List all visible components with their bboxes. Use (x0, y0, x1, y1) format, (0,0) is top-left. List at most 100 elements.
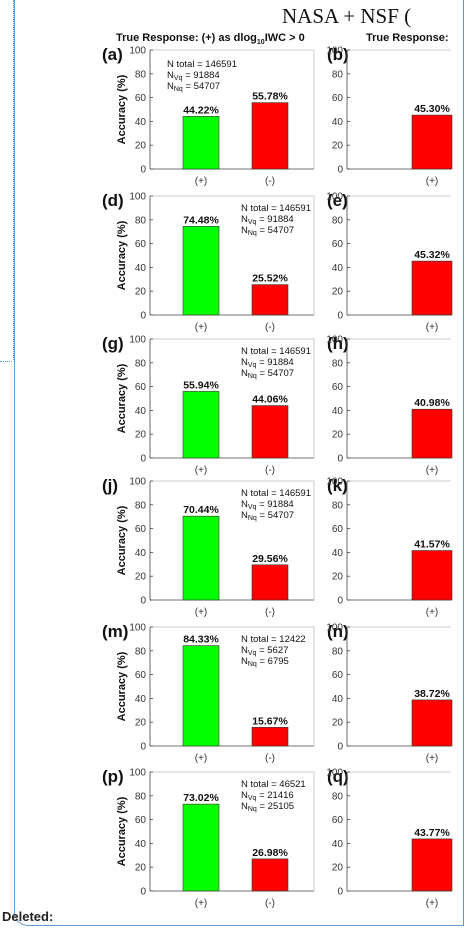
panel-d-annotation-nvq: NVq = 91884 (241, 214, 294, 226)
panel-d-ytick-label: 0 (140, 311, 146, 322)
panel-e-ytick-label: 0 (337, 311, 343, 322)
panel-g-ytick-label: 40 (135, 406, 147, 417)
panel-h-letter: (h) (327, 334, 349, 353)
revision-connector-line (0, 0, 14, 362)
panel-h-ytick-label: 60 (332, 382, 344, 393)
panel-d-value-label: 74.48% (183, 214, 219, 226)
panel-g-value-label: 44.06% (252, 394, 288, 406)
panel-h-ytick-label: 0 (337, 454, 343, 465)
panel-g-annotation-nnq: NNq = 54707 (241, 368, 294, 380)
panel-n-ytick-label: 100 (326, 623, 343, 634)
panel-a-ytick-label: 100 (129, 46, 146, 57)
panel-g-ytick-label: 80 (135, 358, 147, 369)
panel-b-ytick-label: 100 (326, 46, 343, 57)
panel-k-ytick-label: 40 (332, 548, 344, 559)
panel-j-ytick-label: 40 (135, 548, 147, 559)
panel-m-bar-negative (251, 727, 289, 747)
panel-q-ytick-label: 100 (326, 768, 343, 779)
panel-a-ytick-label: 20 (135, 141, 147, 152)
panel-j-ytick-label: 0 (140, 596, 146, 607)
panel-m-xtick-label: (+) (195, 753, 208, 764)
panel-g-value-label: 55.94% (183, 379, 219, 391)
panel-p-ytick-label: 40 (135, 839, 147, 850)
panel-d-annotation-total: N total = 146591 (241, 203, 311, 214)
panel-n-value-label: 38.72% (414, 688, 450, 700)
left-column-title: True Response: (+) as dlog10IWC > 0 (116, 32, 305, 47)
panel-j-ytick-label: 80 (135, 500, 147, 511)
panel-n-xtick-label: (+) (426, 753, 439, 764)
panel-d-ytick-label: 20 (135, 287, 147, 298)
panel-p-ytick-label: 60 (135, 815, 147, 826)
panel-b-ytick-label: 40 (332, 117, 344, 128)
panel-q-value-label: 43.77% (414, 827, 450, 839)
panel-h-bar-positive (411, 408, 453, 459)
panel-p-value-label: 73.02% (183, 792, 219, 804)
panel-a-value-label: 44.22% (183, 104, 219, 116)
panel-j-ytick-label: 60 (135, 524, 147, 535)
panel-g-xtick-label: (+) (195, 465, 208, 476)
panel-j-annotation-nnq: NNq = 54707 (241, 510, 294, 522)
panel-g-xtick-label: (-) (265, 465, 275, 476)
panel-g-ytick-label: 20 (135, 430, 147, 441)
panel-m-ytick-label: 40 (135, 694, 147, 705)
panel-k-ytick-label: 100 (326, 477, 343, 488)
panel-k-ytick-label: 0 (337, 596, 343, 607)
panel-g-bar-positive (182, 391, 220, 459)
panel-j-ytick-label: 100 (129, 477, 146, 488)
panel-n-bar-positive (411, 699, 453, 747)
panel-b-value-label: 45.30% (414, 103, 450, 115)
panel-d-ytick-label: 60 (135, 239, 147, 250)
panel-q-ytick-label: 80 (332, 791, 344, 802)
panel-n-letter: (n) (327, 622, 349, 641)
panel-h-ytick-label: 80 (332, 358, 344, 369)
panel-e-bar-positive (411, 260, 453, 316)
panel-n-ytick-label: 0 (337, 742, 343, 753)
panel-m-ytick-label: 80 (135, 646, 147, 657)
panel-a-ytick-label: 40 (135, 117, 147, 128)
panel-m-value-label: 15.67% (252, 715, 288, 727)
panel-n-ytick-label: 20 (332, 718, 344, 729)
panel-p-value-label: 26.98% (252, 847, 288, 859)
panel-p-xtick-label: (+) (195, 898, 208, 909)
panel-a-bar-negative (251, 102, 289, 170)
panel-e-ytick-label: 100 (326, 192, 343, 203)
panel-g-ytick-label: 0 (140, 454, 146, 465)
panel-d-value-label: 25.52% (252, 273, 288, 285)
panel-m-letter: (m) (102, 622, 128, 641)
panel-j-value-label: 70.44% (183, 504, 219, 516)
panel-e-ytick-label: 40 (332, 263, 344, 274)
panel-d-letter: (d) (102, 191, 124, 210)
panel-a-annotation-nnq: NNq = 54707 (167, 81, 220, 93)
panel-j-bar-negative (251, 564, 289, 601)
panel-m-annotation-nnq: NNq = 6795 (241, 656, 289, 668)
panel-p-ytick-label: 20 (135, 863, 147, 874)
panel-p-ylabel: Accuracy (%) (116, 796, 128, 866)
panel-d-ytick-label: 40 (135, 263, 147, 274)
panel-q-ytick-label: 20 (332, 863, 344, 874)
panel-j-xtick-label: (+) (195, 607, 208, 618)
panel-q-ytick-label: 60 (332, 815, 344, 826)
panel-d-ytick-label: 80 (135, 215, 147, 226)
panel-k-ytick-label: 60 (332, 524, 344, 535)
panel-j-xtick-label: (-) (265, 607, 275, 618)
panel-a-ytick-label: 80 (135, 69, 147, 80)
panel-m-ytick-label: 60 (135, 670, 147, 681)
panel-a-letter: (a) (102, 45, 123, 64)
panel-d-bar-negative (251, 284, 289, 316)
panel-b-bar-positive (411, 114, 453, 170)
panel-m-value-label: 84.33% (183, 634, 219, 646)
panel-d-ylabel: Accuracy (%) (116, 220, 128, 290)
panel-j-annotation-total: N total = 146591 (241, 488, 311, 499)
panel-k-ytick-label: 80 (332, 500, 344, 511)
panel-q-bar-positive (411, 838, 453, 892)
panel-a-annotation-nvq: NVq = 91884 (167, 70, 220, 82)
panel-p-ytick-label: 100 (129, 768, 146, 779)
panel-p-ytick-label: 80 (135, 791, 147, 802)
panel-e-letter: (e) (327, 191, 348, 210)
panel-j-ytick-label: 20 (135, 572, 147, 583)
panel-q-letter: (q) (327, 767, 349, 786)
page-title: NASA + NSF ( (282, 4, 412, 28)
panel-p-ytick-label: 0 (140, 887, 146, 898)
panel-j-letter: (j) (102, 476, 118, 495)
panel-k-bar-positive (411, 550, 453, 601)
